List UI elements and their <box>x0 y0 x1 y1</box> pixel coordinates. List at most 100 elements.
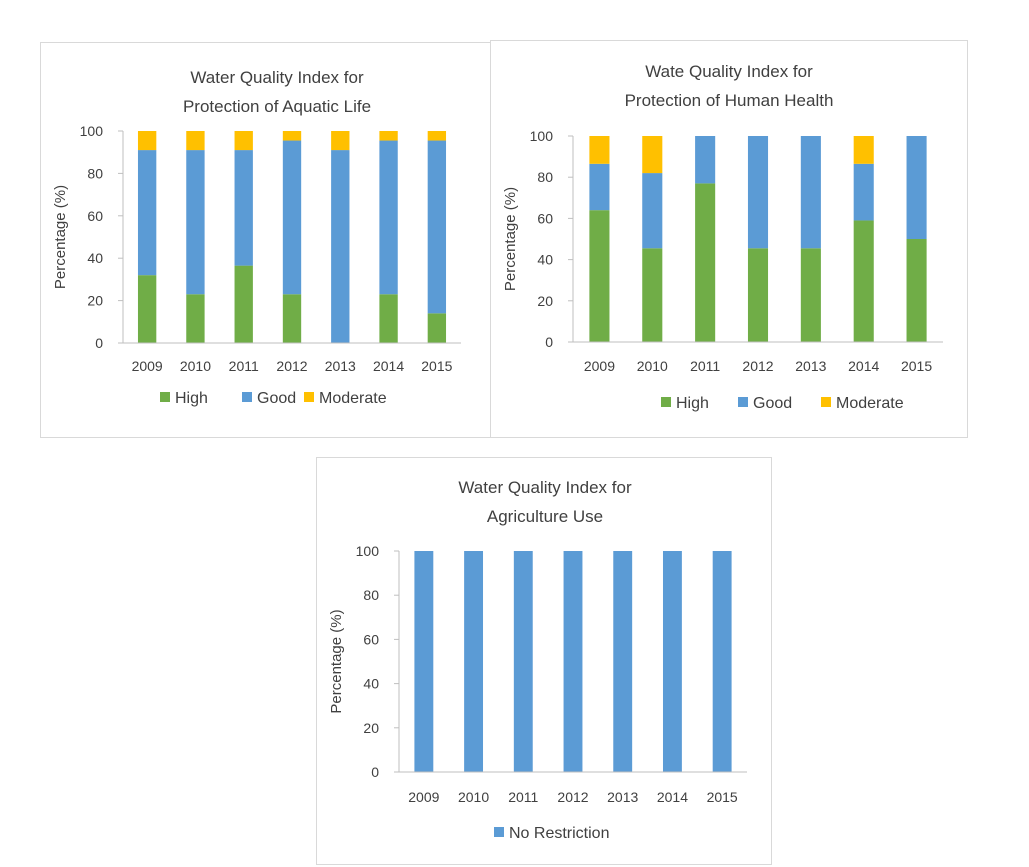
legend-label: High <box>676 395 709 412</box>
bar-high-2014 <box>853 220 874 342</box>
bar-moderate-2014 <box>379 131 398 141</box>
chart-title-line: Protection of Aquatic Life <box>183 97 371 116</box>
y-tick-label: 20 <box>87 293 103 309</box>
bar-no-restriction-2009 <box>414 551 434 772</box>
chart-panel-agriculture: Water Quality Index for Agriculture Use Pe… <box>316 457 772 865</box>
chart-title-line: Protection of Human Health <box>625 91 834 110</box>
y-axis-label: Percentage (%) <box>502 187 519 291</box>
bar-high-2014 <box>379 294 398 343</box>
y-tick-label: 40 <box>363 676 379 692</box>
x-tick-label: 2013 <box>607 789 638 805</box>
bar-moderate-2011 <box>234 131 253 151</box>
bar-good-2010 <box>186 150 205 295</box>
y-tick-label: 0 <box>95 335 103 351</box>
bar-good-2011 <box>695 136 716 184</box>
x-tick-label: 2009 <box>408 789 439 805</box>
y-tick-label: 80 <box>537 169 553 185</box>
bar-good-2012 <box>282 140 302 295</box>
bar-high-2011 <box>234 265 253 343</box>
bar-good-2014 <box>379 140 398 295</box>
bar-good-2015 <box>906 136 927 239</box>
y-tick-label: 100 <box>356 543 380 559</box>
chart-human-health: Wate Quality Index for Protection of Huma… <box>502 62 943 412</box>
bar-high-2012 <box>282 294 302 343</box>
x-tick-label: 2012 <box>276 358 307 374</box>
y-tick-label: 80 <box>363 587 379 603</box>
bar-high-2015 <box>906 239 927 342</box>
bar-no-restriction-2010 <box>464 551 484 772</box>
bar-moderate-2010 <box>186 131 205 151</box>
x-tick-label: 2014 <box>657 789 688 805</box>
x-tick-label: 2014 <box>373 358 404 374</box>
bar-good-2014 <box>853 163 874 221</box>
x-tick-label: 2015 <box>901 358 932 374</box>
chart-title-line: Water Quality Index for <box>190 68 364 87</box>
x-tick-label: 2010 <box>180 358 211 374</box>
legend-swatch-good <box>242 392 252 402</box>
legend-swatch-high <box>160 392 170 402</box>
y-tick-label: 60 <box>363 631 379 647</box>
bar-no-restriction-2012 <box>563 551 583 772</box>
bar-good-2010 <box>642 173 663 249</box>
y-tick-label: 20 <box>537 293 553 309</box>
bar-high-2009 <box>137 275 157 343</box>
bar-moderate-2012 <box>282 131 302 141</box>
bar-good-2009 <box>589 163 610 211</box>
y-tick-label: 100 <box>80 123 104 139</box>
bar-good-2012 <box>747 136 769 249</box>
x-tick-label: 2012 <box>557 789 588 805</box>
chart-title-line: Agriculture Use <box>487 507 603 526</box>
bar-high-2013 <box>800 248 821 342</box>
y-tick-label: 0 <box>371 764 379 780</box>
bar-good-2009 <box>137 150 157 276</box>
x-tick-label: 2013 <box>795 358 826 374</box>
legend-label: High <box>175 390 208 407</box>
chart-panel-human-health: Wate Quality Index for Protection of Huma… <box>490 40 968 438</box>
legend-swatch-high <box>661 397 671 407</box>
bar-no-restriction-2014 <box>662 551 682 772</box>
x-tick-label: 2011 <box>229 358 259 374</box>
bar-moderate-2009 <box>589 136 610 164</box>
bar-high-2010 <box>186 294 205 343</box>
y-axis-label: Percentage (%) <box>52 185 69 289</box>
x-tick-label: 2015 <box>707 789 738 805</box>
bar-good-2015 <box>427 140 447 314</box>
x-tick-label: 2011 <box>508 789 538 805</box>
y-tick-label: 20 <box>363 720 379 736</box>
chart-title-line: Wate Quality Index for <box>645 62 813 81</box>
legend-label: Good <box>753 395 792 412</box>
bar-high-2015 <box>427 313 447 343</box>
legend-swatch-no-restriction <box>494 827 504 837</box>
x-tick-label: 2009 <box>132 358 163 374</box>
x-tick-label: 2010 <box>458 789 489 805</box>
y-axis-label: Percentage (%) <box>328 609 345 713</box>
bar-high-2009 <box>589 210 610 342</box>
y-tick-label: 40 <box>87 250 103 266</box>
bar-moderate-2015 <box>427 131 447 141</box>
y-tick-label: 60 <box>537 210 553 226</box>
bar-no-restriction-2013 <box>613 551 633 772</box>
y-tick-label: 100 <box>530 128 554 144</box>
bar-no-restriction-2011 <box>513 551 533 772</box>
x-tick-label: 2012 <box>742 358 773 374</box>
chart-aquatic-life: Water Quality Index for Protection of Aqu… <box>52 68 461 407</box>
legend-swatch-moderate <box>304 392 314 402</box>
bar-good-2013 <box>331 150 350 343</box>
x-tick-label: 2011 <box>690 358 720 374</box>
x-tick-label: 2014 <box>848 358 879 374</box>
y-tick-label: 40 <box>537 252 553 268</box>
chart-agriculture-use: Water Quality Index for Agriculture Use Pe… <box>328 478 747 842</box>
bar-high-2011 <box>695 183 716 342</box>
legend-label: Moderate <box>836 395 904 412</box>
legend-swatch-moderate <box>821 397 831 407</box>
y-tick-label: 0 <box>545 334 553 350</box>
bar-moderate-2013 <box>331 131 350 151</box>
bar-good-2013 <box>800 136 821 249</box>
y-tick-label: 80 <box>87 165 103 181</box>
legend-label: Moderate <box>319 390 387 407</box>
bar-high-2012 <box>747 248 769 342</box>
x-tick-label: 2010 <box>637 358 668 374</box>
chart-panel-aquatic-life: Water Quality Index for Protection of Aqu… <box>40 42 492 438</box>
bar-moderate-2010 <box>642 136 663 174</box>
legend-label: Good <box>257 390 296 407</box>
